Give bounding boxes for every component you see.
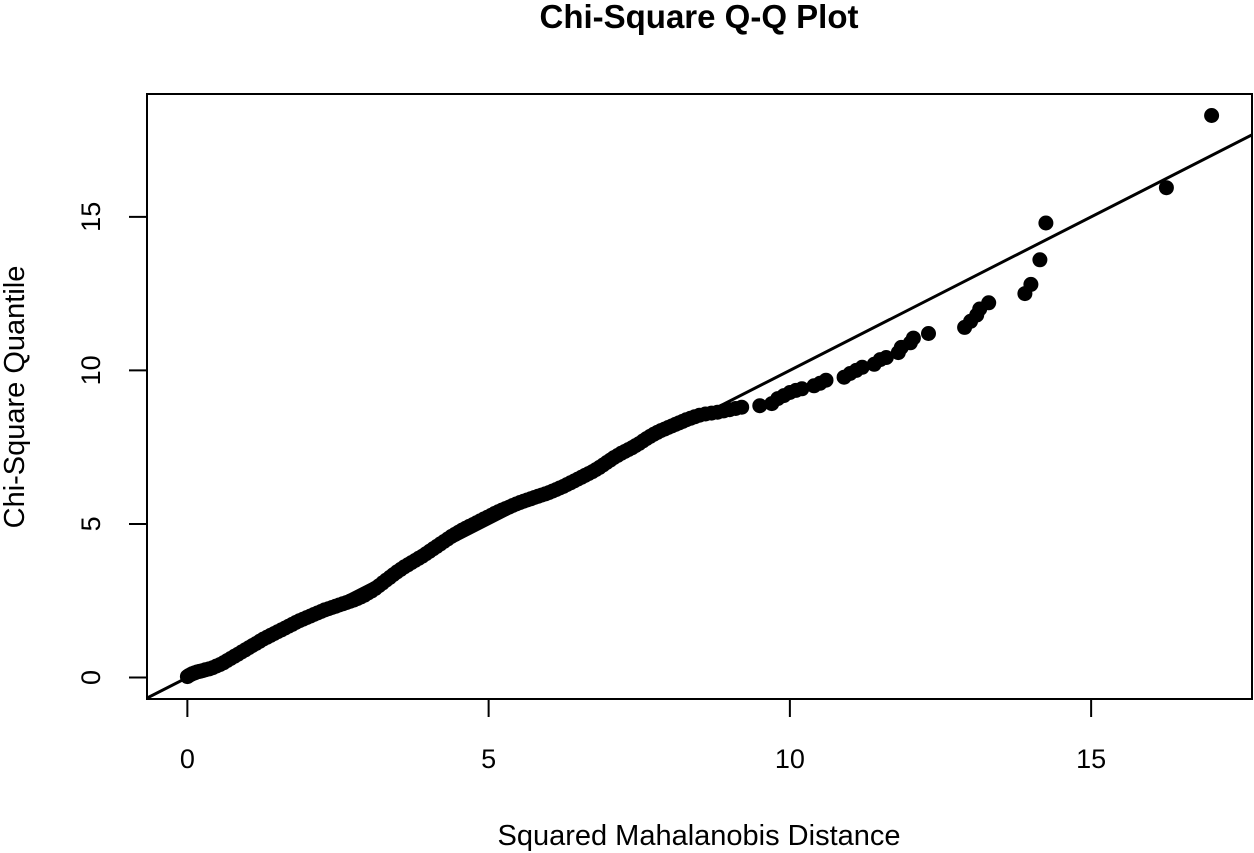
x-axis: 0 5 10 15 xyxy=(180,698,1106,774)
data-point xyxy=(1023,276,1039,292)
data-point xyxy=(905,330,921,346)
x-tick-label: 15 xyxy=(1076,744,1106,774)
chart-title: Chi-Square Q-Q Plot xyxy=(539,0,858,35)
data-points xyxy=(179,108,1220,685)
data-point xyxy=(981,295,997,311)
data-point xyxy=(921,326,936,341)
data-point xyxy=(734,399,750,415)
x-axis-title: Squared Mahalanobis Distance xyxy=(497,820,900,852)
x-tick-label: 5 xyxy=(481,744,496,774)
y-tick-label: 0 xyxy=(76,670,106,685)
data-point xyxy=(878,350,894,365)
x-tick-label: 0 xyxy=(180,744,195,774)
y-axis-title: Chi-Square Quantile xyxy=(0,266,31,529)
reference-line xyxy=(147,133,1252,699)
data-point xyxy=(794,381,810,397)
y-tick-label: 10 xyxy=(76,355,106,385)
data-point xyxy=(1032,252,1048,268)
data-point xyxy=(854,359,870,375)
x-tick-label: 10 xyxy=(775,744,805,774)
y-tick-label: 5 xyxy=(76,516,106,531)
y-axis: 0 5 10 15 xyxy=(76,202,148,685)
data-point xyxy=(1204,108,1220,123)
y-tick-label: 15 xyxy=(76,202,106,232)
data-point xyxy=(818,372,834,388)
data-point xyxy=(752,398,768,414)
data-point xyxy=(1038,215,1054,231)
data-point xyxy=(1158,180,1174,196)
